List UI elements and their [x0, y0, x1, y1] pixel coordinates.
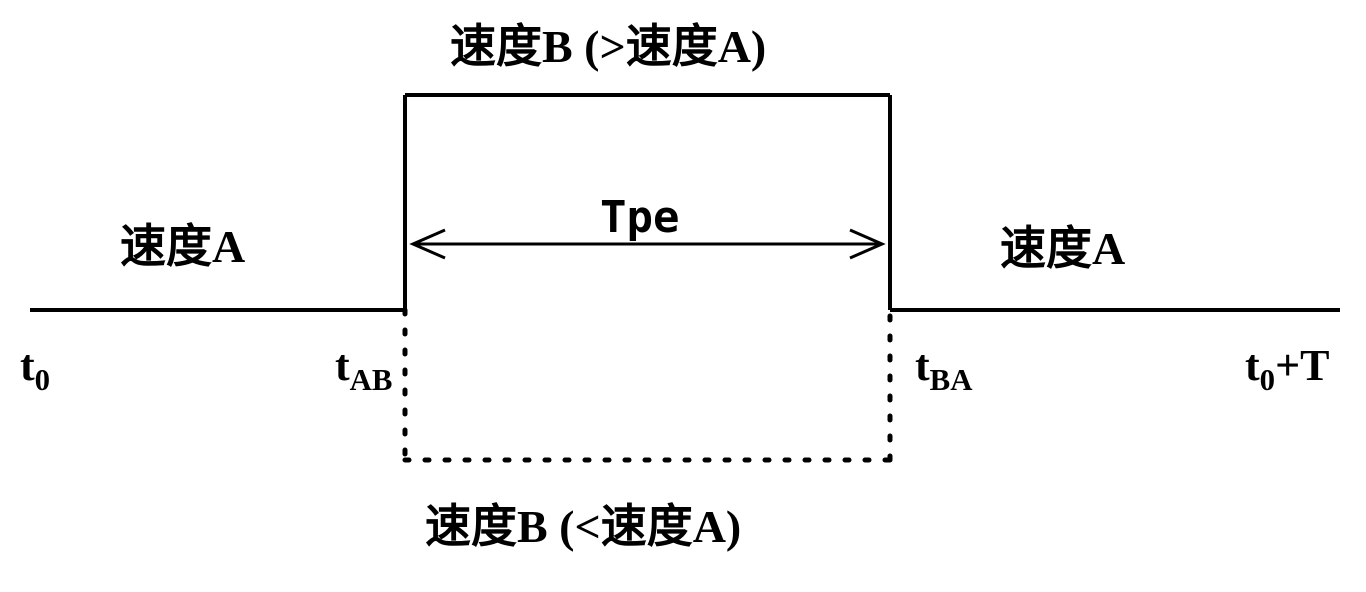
label-right-a: 速度A: [1000, 212, 1125, 278]
label-bottom-b: 速度B (<速度A): [425, 490, 741, 556]
solid-waveform: [30, 95, 1340, 310]
label-top-b: 速度B (>速度A): [450, 10, 766, 76]
label-left-a: 速度A: [120, 210, 245, 276]
tick-tAB: tAB: [335, 340, 392, 398]
tick-t0: t0: [20, 340, 50, 398]
dotted-waveform: [405, 310, 890, 460]
tick-tBA: tBA: [915, 340, 972, 398]
tick-t0T: t0+T: [1245, 340, 1329, 398]
label-tpe: Tpe: [600, 192, 679, 243]
